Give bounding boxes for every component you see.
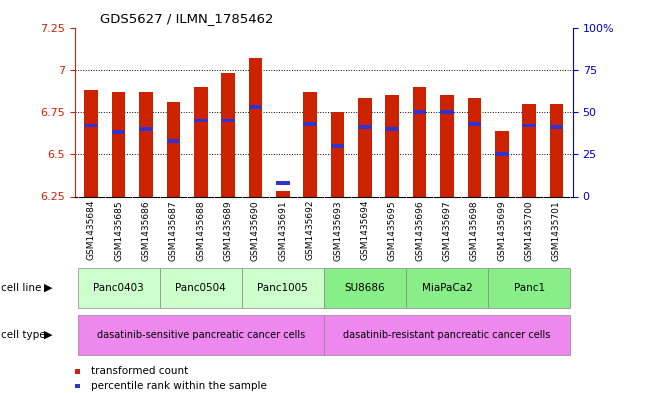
Text: Panc1005: Panc1005 [257, 283, 308, 293]
Bar [221, 119, 235, 122]
Text: MiaPaCa2: MiaPaCa2 [422, 283, 473, 293]
Text: GSM1435701: GSM1435701 [552, 200, 561, 261]
Bar [276, 191, 290, 196]
Text: GSM1435684: GSM1435684 [87, 200, 96, 261]
Bar [358, 125, 372, 129]
Bar [249, 105, 262, 109]
Text: GSM1435693: GSM1435693 [333, 200, 342, 261]
Text: Panc0504: Panc0504 [175, 283, 226, 293]
Bar [139, 92, 153, 196]
Bar [77, 268, 159, 308]
Bar [413, 110, 426, 114]
Bar [159, 268, 242, 308]
Text: GSM1435687: GSM1435687 [169, 200, 178, 261]
Bar [324, 315, 570, 355]
Bar [385, 127, 399, 131]
Text: dasatinib-resistant pancreatic cancer cells: dasatinib-resistant pancreatic cancer ce… [343, 330, 551, 340]
Text: GSM1435698: GSM1435698 [470, 200, 479, 261]
Text: transformed count: transformed count [91, 366, 188, 376]
Bar [85, 90, 98, 196]
Bar [385, 95, 399, 196]
Text: SU8686: SU8686 [344, 283, 385, 293]
Bar [112, 92, 126, 196]
Text: GSM1435692: GSM1435692 [306, 200, 314, 261]
Bar [440, 110, 454, 114]
Text: GSM1435694: GSM1435694 [361, 200, 369, 261]
Text: GSM1435688: GSM1435688 [196, 200, 205, 261]
Bar [495, 152, 508, 156]
Bar [549, 125, 563, 129]
Bar [331, 144, 344, 148]
Text: GSM1435696: GSM1435696 [415, 200, 424, 261]
Text: GSM1435700: GSM1435700 [525, 200, 534, 261]
Text: GSM1435690: GSM1435690 [251, 200, 260, 261]
Bar [467, 99, 481, 196]
Bar [77, 315, 324, 355]
Bar [242, 268, 324, 308]
Bar [276, 181, 290, 185]
Bar [303, 92, 317, 196]
Bar [495, 130, 508, 196]
Text: GSM1435686: GSM1435686 [141, 200, 150, 261]
Bar [167, 139, 180, 143]
Bar [303, 122, 317, 126]
Text: percentile rank within the sample: percentile rank within the sample [91, 381, 267, 391]
Text: cell line: cell line [1, 283, 41, 293]
Bar [549, 104, 563, 196]
Text: GSM1435695: GSM1435695 [388, 200, 396, 261]
Bar [488, 268, 570, 308]
Bar [324, 268, 406, 308]
Text: GSM1435689: GSM1435689 [223, 200, 232, 261]
Text: GDS5627 / ILMN_1785462: GDS5627 / ILMN_1785462 [100, 12, 273, 25]
Bar [194, 119, 208, 122]
Bar [194, 86, 208, 196]
Text: dasatinib-sensitive pancreatic cancer cells: dasatinib-sensitive pancreatic cancer ce… [96, 330, 305, 340]
Bar [522, 104, 536, 196]
Bar [331, 112, 344, 196]
Text: GSM1435691: GSM1435691 [279, 200, 287, 261]
Bar [221, 73, 235, 196]
Text: cell type: cell type [1, 330, 46, 340]
Bar [440, 95, 454, 196]
Text: GSM1435699: GSM1435699 [497, 200, 506, 261]
Text: Panc1: Panc1 [514, 283, 545, 293]
Text: Panc0403: Panc0403 [93, 283, 144, 293]
Text: GSM1435685: GSM1435685 [114, 200, 123, 261]
Bar [522, 124, 536, 127]
Text: ▶: ▶ [44, 283, 53, 293]
Text: ▶: ▶ [44, 330, 53, 340]
Bar [85, 124, 98, 127]
Bar [406, 268, 488, 308]
Bar [112, 130, 126, 134]
Bar [358, 99, 372, 196]
Bar [167, 102, 180, 196]
Bar [249, 58, 262, 196]
Bar [467, 122, 481, 126]
Bar [139, 127, 153, 131]
Text: GSM1435697: GSM1435697 [443, 200, 452, 261]
Bar [413, 86, 426, 196]
